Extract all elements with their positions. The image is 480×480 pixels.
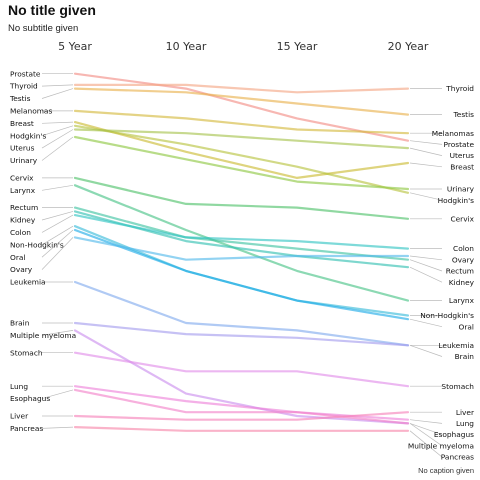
right-labels: Thyroid Testis Melanomas Prostate Uterus Brea… [408,84,475,461]
left-label-non-hodgkin-s: Non-Hodgkin's [10,240,64,249]
leader-right-prostate [410,141,442,145]
right-label-breast: Breast [450,162,474,171]
left-label-breast: Breast [10,119,34,128]
chart-title: No title given [8,2,96,18]
leader-right-breast [410,163,442,167]
series-line-multiple-myeloma [75,330,408,423]
leader-left-breast [42,122,73,123]
right-label-brain: Brain [455,352,475,361]
left-label-uterus: Uterus [10,144,35,153]
leader-left-uterus [42,130,73,149]
left-label-pancreas: Pancreas [10,424,43,433]
right-label-non-hodgkin-s: Non-Hodgkin's [420,311,474,320]
column-label-10-year: 10 Year [166,40,207,53]
leader-left-larynx [42,185,73,190]
leader-left-testis [42,89,73,99]
left-label-testis: Testis [9,94,31,103]
leader-right-lung [410,420,442,424]
leader-left-pancreas [42,427,73,428]
column-label-20-year: 20 Year [388,40,429,53]
series-line-rectum [75,208,408,260]
right-label-ovary: Ovary [452,255,475,264]
right-label-esophagus: Esophagus [434,430,474,439]
left-label-leukemia: Leukemia [10,278,46,287]
column-label-5-year: 5 Year [58,40,92,53]
left-label-esophagus: Esophagus [10,394,50,403]
right-label-oral: Oral [459,322,474,331]
left-label-liver: Liver [10,412,29,421]
left-label-larynx: Larynx [10,186,36,195]
series-line-cervix [75,178,408,219]
left-label-prostate: Prostate [10,69,41,78]
right-label-urinary: Urinary [447,185,475,194]
left-label-oral: Oral [10,253,25,262]
leader-left-urinary [42,137,73,161]
right-label-colon: Colon [453,244,474,253]
left-label-rectum: Rectum [10,203,38,212]
left-label-multiple-myeloma: Multiple myeloma [10,331,76,340]
right-label-melanomas: Melanomas [432,129,474,138]
left-label-thyroid: Thyroid [9,82,38,91]
leader-right-oral [410,319,442,327]
right-label-lung: Lung [456,419,474,428]
right-label-multiple-myeloma: Multiple myeloma [408,441,474,450]
right-label-stomach: Stomach [441,382,474,391]
right-label-testis: Testis [453,110,475,119]
left-label-melanomas: Melanomas [10,107,52,116]
leader-right-ovary [410,256,442,260]
right-label-liver: Liver [456,408,475,417]
right-label-kidney: Kidney [449,278,475,287]
chart-subtitle: No subtitle given [8,23,78,34]
right-label-uterus: Uterus [450,151,475,160]
left-label-lung: Lung [10,382,28,391]
left-label-kidney: Kidney [10,216,36,225]
right-label-cervix: Cervix [450,214,474,223]
series-line-pancreas [75,427,408,431]
left-label-ovary: Ovary [10,265,33,274]
left-label-colon: Colon [10,228,31,237]
left-label-cervix: Cervix [10,174,34,183]
leader-right-uterus [410,148,442,156]
left-label-brain: Brain [10,319,30,328]
right-label-pancreas: Pancreas [441,453,474,462]
leader-right-brain [410,345,442,356]
series-line-testis [75,89,408,115]
left-labels: Prostate Thyroid Testis Melanomas Breast Hodg… [9,69,76,433]
right-label-thyroid: Thyroid [445,84,474,93]
leader-left-thyroid [42,85,73,86]
left-label-urinary: Urinary [10,156,38,165]
right-label-rectum: Rectum [446,267,474,276]
right-label-hodgkin-s: Hodgkin's [438,196,475,205]
left-label-stomach: Stomach [10,348,43,357]
chart-caption: No caption given [418,466,474,475]
right-label-leukemia: Leukemia [438,341,474,350]
leader-left-colon [42,215,73,232]
column-label-15-year: 15 Year [277,40,318,53]
left-label-hodgkin-s: Hodgkin's [10,131,47,140]
right-label-prostate: Prostate [444,140,475,149]
leader-left-kidney [42,211,73,220]
leader-left-hodgkin-s [42,126,73,136]
right-label-larynx: Larynx [449,296,475,305]
series-lines [75,74,408,431]
